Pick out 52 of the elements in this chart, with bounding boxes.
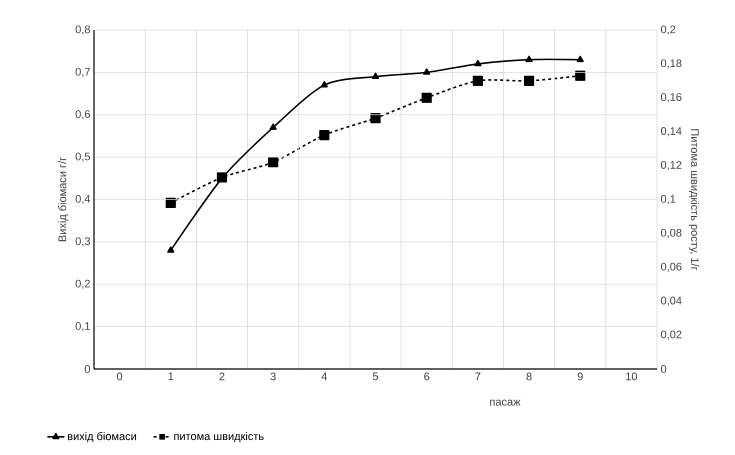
point xyxy=(166,198,176,208)
x-axis-title: пасаж xyxy=(490,400,520,406)
point xyxy=(575,70,586,81)
x-tick-label: 6 xyxy=(424,372,430,380)
y2-axis-title: Питома швидкість росту, 1/г xyxy=(688,129,700,270)
point xyxy=(372,72,380,80)
x-tick-label: 4 xyxy=(322,372,328,380)
point xyxy=(319,130,330,140)
point xyxy=(320,81,328,88)
y-axis-title: Вихід біомаси г/г xyxy=(58,157,68,242)
point xyxy=(472,76,483,86)
y-tick-label: 0,6 xyxy=(76,110,90,120)
x-tick-label: 2 xyxy=(219,372,224,380)
y2-tick-label: 0,02 xyxy=(660,330,682,340)
y-tick-label: 0,5 xyxy=(76,152,90,162)
point xyxy=(422,92,432,103)
x-tick-label: 8 xyxy=(526,372,532,380)
x-tick-label: 10 xyxy=(626,372,638,380)
y2-tick-label: 0,16 xyxy=(660,93,682,102)
y2-tick-label: 0,1 xyxy=(660,194,676,204)
x-tick-label: 5 xyxy=(372,372,378,380)
y-tick-label: 0 xyxy=(84,365,90,373)
y2-tick-label: 0,04 xyxy=(660,296,682,306)
point xyxy=(268,157,278,168)
y-tick-label: 0,3 xyxy=(76,237,90,246)
y2-tick-label: 0,14 xyxy=(660,127,682,136)
point xyxy=(576,56,584,62)
point xyxy=(524,76,534,86)
y2-tick-label: 0,08 xyxy=(660,228,682,238)
y-tick-label: 0,7 xyxy=(76,68,90,77)
y-tick-label: 0,1 xyxy=(76,322,90,332)
point xyxy=(525,56,533,62)
y2-tick-label: 0,06 xyxy=(660,262,682,272)
y2-tick-label: 0,12 xyxy=(660,161,682,170)
point xyxy=(167,246,174,253)
point xyxy=(270,123,277,130)
y2-tick-label: 0 xyxy=(660,365,666,373)
x-tick-label: 0 xyxy=(116,372,122,380)
y2-tick-label: 0,18 xyxy=(660,59,682,68)
x-tick-label: 7 xyxy=(475,372,480,380)
point xyxy=(370,113,381,124)
x-tick-label: 9 xyxy=(578,372,583,380)
point xyxy=(474,60,482,66)
point xyxy=(423,68,430,75)
x-tick-label: 1 xyxy=(168,372,174,380)
x-tick-label: 3 xyxy=(270,372,276,380)
y-tick-label: 0,8 xyxy=(76,25,90,35)
y2-tick-label: 0,2 xyxy=(660,25,676,35)
legend-label: питома швидкість xyxy=(174,432,264,442)
legend-label: вихід біомаси xyxy=(68,432,136,442)
y-tick-label: 0,4 xyxy=(76,194,90,204)
y-tick-label: 0,2 xyxy=(76,280,90,289)
